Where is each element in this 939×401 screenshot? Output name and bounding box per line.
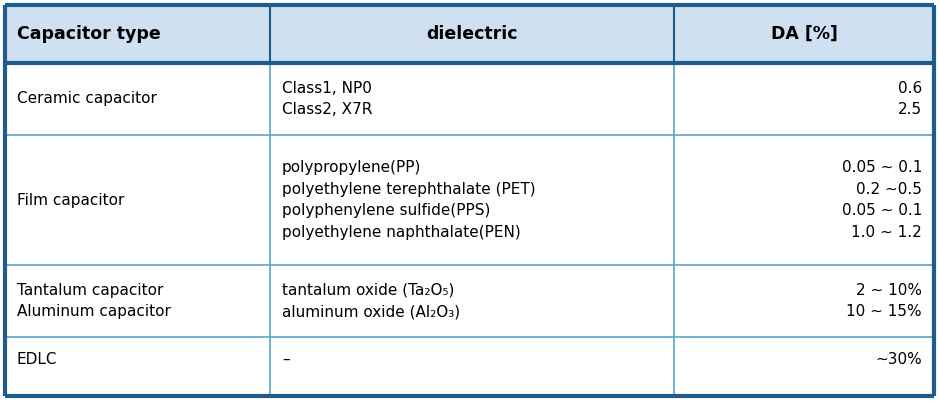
Text: polypropylene(PP)
polyethylene terephthalate (PET)
polyphenylene sulfide(PPS)
po: polypropylene(PP) polyethylene terephtha… bbox=[282, 160, 535, 240]
Text: Class1, NP0
Class2, X7R: Class1, NP0 Class2, X7R bbox=[282, 81, 372, 117]
Text: 0.6
2.5: 0.6 2.5 bbox=[898, 81, 922, 117]
Text: Ceramic capacitor: Ceramic capacitor bbox=[17, 91, 157, 107]
Text: Film capacitor: Film capacitor bbox=[17, 192, 124, 207]
Bar bbox=[5, 5, 934, 63]
Text: Capacitor type: Capacitor type bbox=[17, 25, 161, 43]
Text: EDLC: EDLC bbox=[17, 352, 57, 367]
Text: 0.05 ∼ 0.1
0.2 ∼0.5
0.05 ∼ 0.1
1.0 ∼ 1.2: 0.05 ∼ 0.1 0.2 ∼0.5 0.05 ∼ 0.1 1.0 ∼ 1.2 bbox=[841, 160, 922, 240]
Text: Tantalum capacitor
Aluminum capacitor: Tantalum capacitor Aluminum capacitor bbox=[17, 283, 171, 319]
Text: DA [%]: DA [%] bbox=[771, 25, 838, 43]
Text: –: – bbox=[282, 352, 289, 367]
Text: ∼30%: ∼30% bbox=[875, 352, 922, 367]
Text: tantalum oxide (Ta₂O₅)
aluminum oxide (Al₂O₃): tantalum oxide (Ta₂O₅) aluminum oxide (A… bbox=[282, 283, 460, 319]
Text: 2 ∼ 10%
10 ∼ 15%: 2 ∼ 10% 10 ∼ 15% bbox=[846, 283, 922, 319]
Text: dielectric: dielectric bbox=[426, 25, 517, 43]
